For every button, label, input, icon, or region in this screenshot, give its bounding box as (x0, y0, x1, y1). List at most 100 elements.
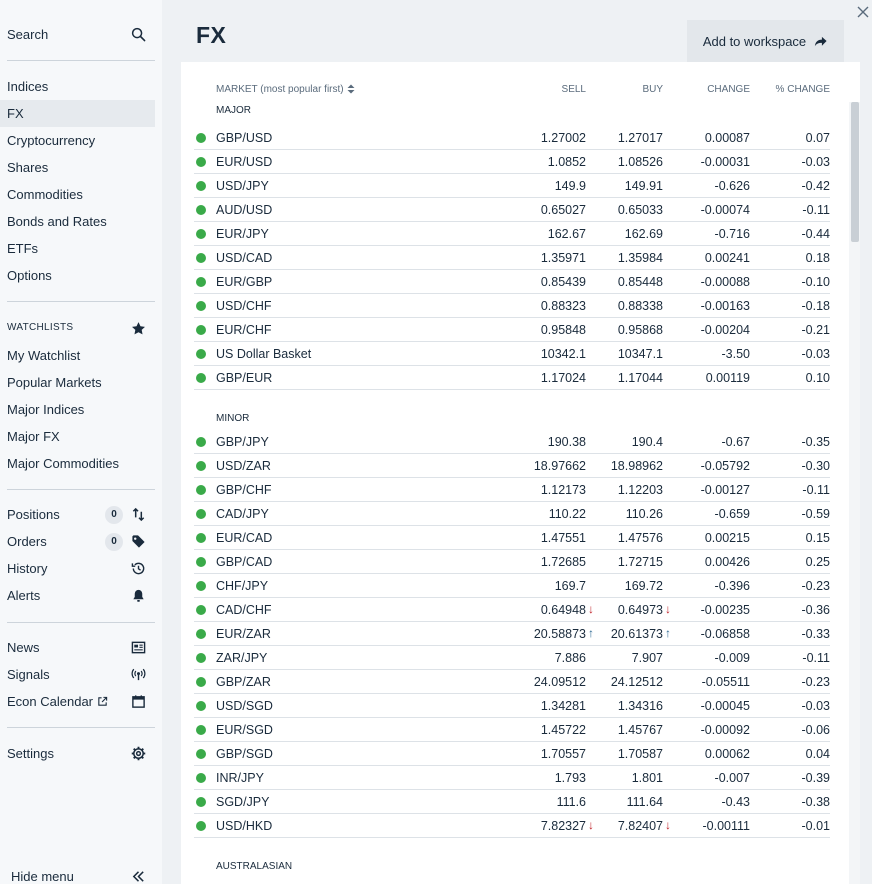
table-row[interactable]: CAD/CHF 0.64948 0.64973 -0.00235 -0.36 ↓ ↓ (194, 598, 830, 622)
sell-price[interactable]: 0.65027 (540, 203, 586, 217)
sidebar-item-econ-calendar[interactable]: Econ Calendar (0, 688, 155, 715)
table-row[interactable]: USD/ZAR 18.97662 18.98962 -0.05792 -0.30 (194, 454, 830, 478)
buy-price[interactable]: 10347.1 (617, 347, 663, 361)
sell-column-header[interactable]: SELL (561, 84, 586, 95)
sell-price[interactable]: 0.88323 (540, 299, 586, 313)
buy-price[interactable]: 1.47576 (617, 531, 663, 545)
watchlist-item-major-indices[interactable]: Major Indices (0, 396, 155, 423)
sell-price[interactable]: 1.45722 (540, 723, 586, 737)
sell-price[interactable]: 20.58873 (533, 627, 586, 641)
table-row[interactable]: USD/JPY 149.9 149.91 -0.626 -0.42 (194, 174, 830, 198)
sell-price[interactable]: 7.886 (554, 651, 586, 665)
watchlist-item-my-watchlist[interactable]: My Watchlist (0, 342, 155, 369)
sidebar-item-etfs[interactable]: ETFs (0, 235, 155, 262)
scrollbar-track[interactable] (849, 102, 860, 884)
buy-price[interactable]: 24.12512 (610, 675, 663, 689)
buy-price[interactable]: 1.17044 (617, 371, 663, 385)
table-row[interactable]: GBP/CHF 1.12173 1.12203 -0.00127 -0.11 (194, 478, 830, 502)
sidebar-item-positions[interactable]: Positions 0 (0, 501, 155, 528)
buy-price[interactable]: 1.45767 (617, 723, 663, 737)
table-row[interactable]: EUR/USD 1.0852 1.08526 -0.00031 -0.03 (194, 150, 830, 174)
sell-price[interactable]: 0.85439 (540, 275, 586, 289)
buy-price[interactable]: 1.70587 (617, 747, 663, 761)
table-row[interactable]: SGD/JPY 111.6 111.64 -0.43 -0.38 (194, 790, 830, 814)
buy-price[interactable]: 1.12203 (617, 483, 663, 497)
sell-price[interactable]: 1.27002 (540, 131, 586, 145)
buy-price[interactable]: 1.08526 (617, 155, 663, 169)
sell-price[interactable]: 111.6 (556, 795, 586, 809)
table-row[interactable]: ZAR/JPY 7.886 7.907 -0.009 -0.11 (194, 646, 830, 670)
sell-price[interactable]: 24.09512 (533, 675, 586, 689)
table-row[interactable]: INR/JPY 1.793 1.801 -0.007 -0.39 (194, 766, 830, 790)
buy-price[interactable]: 18.98962 (610, 459, 663, 473)
sell-price[interactable]: 110.22 (548, 507, 586, 521)
table-row[interactable]: USD/HKD 7.82327 7.82407 -0.00111 -0.01 ↓ ↓ (194, 814, 830, 838)
sidebar-item-options[interactable]: Options (0, 262, 155, 289)
buy-price[interactable]: 7.907 (631, 651, 663, 665)
buy-price[interactable]: 1.34316 (617, 699, 663, 713)
sidebar-item-alerts[interactable]: Alerts (0, 582, 155, 609)
watchlist-item-major-commodities[interactable]: Major Commodities (0, 450, 155, 477)
buy-price[interactable]: 20.61373 (610, 627, 663, 641)
sidebar-item-cryptocurrency[interactable]: Cryptocurrency (0, 127, 155, 154)
sell-price[interactable]: 1.0852 (547, 155, 586, 169)
table-row[interactable]: EUR/JPY 162.67 162.69 -0.716 -0.44 (194, 222, 830, 246)
scrollbar-thumb[interactable] (851, 102, 859, 242)
sell-price[interactable]: 1.70557 (540, 747, 586, 761)
market-column-header[interactable]: MARKET (most popular first) (216, 84, 355, 97)
table-row[interactable]: GBP/JPY 190.38 190.4 -0.67 -0.35 (194, 430, 830, 454)
change-column-header[interactable]: CHANGE (707, 84, 750, 95)
sidebar-item-signals[interactable]: Signals (0, 661, 155, 688)
table-row[interactable]: EUR/SGD 1.45722 1.45767 -0.00092 -0.06 (194, 718, 830, 742)
table-row[interactable]: AUD/USD 0.65027 0.65033 -0.00074 -0.11 (194, 198, 830, 222)
watchlist-item-major-fx[interactable]: Major FX (0, 423, 155, 450)
star-icon[interactable] (131, 321, 146, 336)
buy-price[interactable]: 149.91 (624, 179, 663, 193)
sidebar-item-shares[interactable]: Shares (0, 154, 155, 181)
buy-price[interactable]: 0.85448 (617, 275, 663, 289)
buy-price[interactable]: 162.69 (624, 227, 663, 241)
pct-change-column-header[interactable]: % CHANGE (775, 84, 830, 95)
sell-price[interactable]: 169.7 (554, 579, 586, 593)
sell-price[interactable]: 7.82327 (540, 819, 586, 833)
table-row[interactable]: GBP/USD 1.27002 1.27017 0.00087 0.07 (194, 126, 830, 150)
table-row[interactable]: GBP/CAD 1.72685 1.72715 0.00426 0.25 (194, 550, 830, 574)
buy-price[interactable]: 1.27017 (617, 131, 663, 145)
buy-price[interactable]: 0.88338 (617, 299, 663, 313)
table-row[interactable]: EUR/GBP 0.85439 0.85448 -0.00088 -0.10 (194, 270, 830, 294)
table-row[interactable]: USD/CHF 0.88323 0.88338 -0.00163 -0.18 (194, 294, 830, 318)
table-row[interactable]: EUR/ZAR 20.58873 20.61373 -0.06858 -0.33 ↑ ↑ (194, 622, 830, 646)
buy-price[interactable]: 1.35984 (617, 251, 663, 265)
buy-price[interactable]: 169.72 (624, 579, 663, 593)
buy-price[interactable]: 111.64 (626, 795, 663, 809)
sidebar-item-bonds-and-rates[interactable]: Bonds and Rates (0, 208, 155, 235)
buy-price[interactable]: 110.26 (625, 507, 663, 521)
buy-price[interactable]: 0.95868 (617, 323, 663, 337)
sidebar-item-commodities[interactable]: Commodities (0, 181, 155, 208)
table-row[interactable]: GBP/ZAR 24.09512 24.12512 -0.05511 -0.23 (194, 670, 830, 694)
sell-price[interactable]: 1.34281 (540, 699, 586, 713)
search-button[interactable]: Search (0, 21, 155, 48)
table-row[interactable]: GBP/SGD 1.70557 1.70587 0.00062 0.04 (194, 742, 830, 766)
sell-price[interactable]: 162.67 (547, 227, 586, 241)
sell-price[interactable]: 1.72685 (540, 555, 586, 569)
sidebar-item-orders[interactable]: Orders 0 (0, 528, 155, 555)
sell-price[interactable]: 0.64948 (540, 603, 586, 617)
table-row[interactable]: USD/SGD 1.34281 1.34316 -0.00045 -0.03 (194, 694, 830, 718)
buy-price[interactable]: 7.82407 (617, 819, 663, 833)
hide-menu-button[interactable]: Hide menu (0, 863, 155, 884)
sell-price[interactable]: 190.38 (547, 435, 586, 449)
buy-price[interactable]: 190.4 (631, 435, 663, 449)
sell-price[interactable]: 1.47551 (540, 531, 586, 545)
buy-price[interactable]: 1.72715 (617, 555, 663, 569)
table-row[interactable]: EUR/CAD 1.47551 1.47576 0.00215 0.15 (194, 526, 830, 550)
sell-price[interactable]: 1.17024 (540, 371, 586, 385)
add-to-workspace-button[interactable]: Add to workspace (687, 20, 844, 62)
sell-price[interactable]: 149.9 (554, 179, 586, 193)
buy-price[interactable]: 0.64973 (617, 603, 663, 617)
sidebar-item-indices[interactable]: Indices (0, 73, 155, 100)
sidebar-item-history[interactable]: History (0, 555, 155, 582)
sell-price[interactable]: 1.12173 (540, 483, 586, 497)
sell-price[interactable]: 0.95848 (540, 323, 586, 337)
table-row[interactable]: USD/CAD 1.35971 1.35984 0.00241 0.18 (194, 246, 830, 270)
